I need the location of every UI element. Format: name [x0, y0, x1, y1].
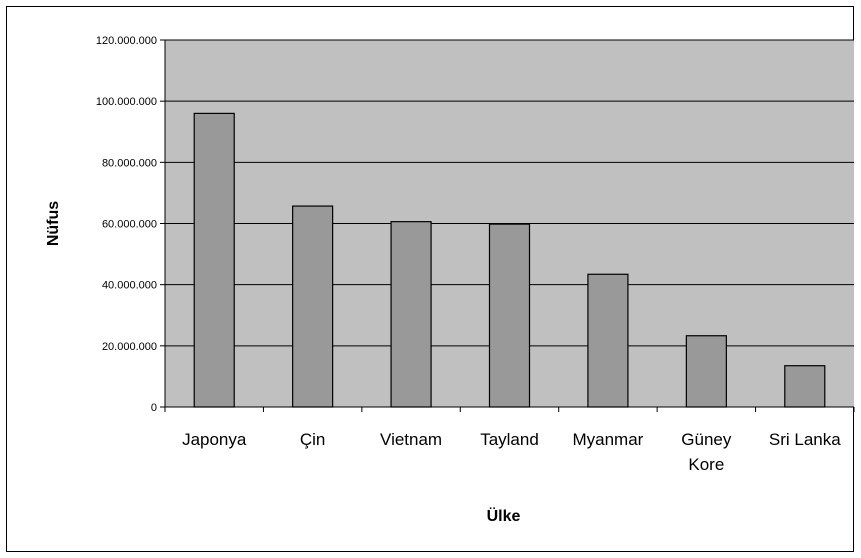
y-tick-label: 40.000.000 — [102, 280, 157, 292]
y-tick-label: 100.000.000 — [96, 96, 157, 108]
bars — [193, 112, 826, 408]
y-tick-label: 80.000.000 — [102, 157, 157, 169]
bar — [784, 365, 826, 408]
y-tick-labels: 0 20.000.000 40.000.000 60.000.000 80.000.00… — [96, 35, 157, 414]
x-axis-title: Ülke — [487, 506, 521, 525]
axes — [160, 39, 855, 412]
bar — [390, 221, 432, 408]
x-tick-label: Japonya — [182, 430, 247, 449]
x-tick-label: Myanmar — [572, 430, 643, 449]
y-axis-title: Nüfus — [45, 201, 62, 246]
x-tick-label: Tayland — [480, 430, 539, 449]
x-tick-label: Çin — [300, 430, 326, 449]
y-tick-label: 120.000.000 — [96, 35, 157, 47]
bar-chart: 0 20.000.000 40.000.000 60.000.000 80.000.00… — [45, 35, 855, 525]
chart-frame: 0 20.000.000 40.000.000 60.000.000 80.000.00… — [6, 6, 855, 552]
x-tick-labels: Japonya Çin Vietnam Tayland Myanmar Güney Kore… — [182, 430, 841, 474]
bar — [488, 223, 531, 408]
x-tick-label: Güney Kore — [681, 430, 732, 474]
y-tick-label: 20.000.000 — [102, 341, 157, 353]
x-tick-label: Vietnam — [380, 430, 442, 449]
y-tick-label: 0 — [151, 402, 157, 414]
bar — [587, 273, 629, 408]
y-tick-label: 60.000.000 — [102, 219, 157, 231]
x-tick-label: Sri Lanka — [769, 430, 841, 449]
bar — [292, 205, 334, 408]
bar — [685, 335, 727, 408]
bar — [193, 112, 235, 408]
